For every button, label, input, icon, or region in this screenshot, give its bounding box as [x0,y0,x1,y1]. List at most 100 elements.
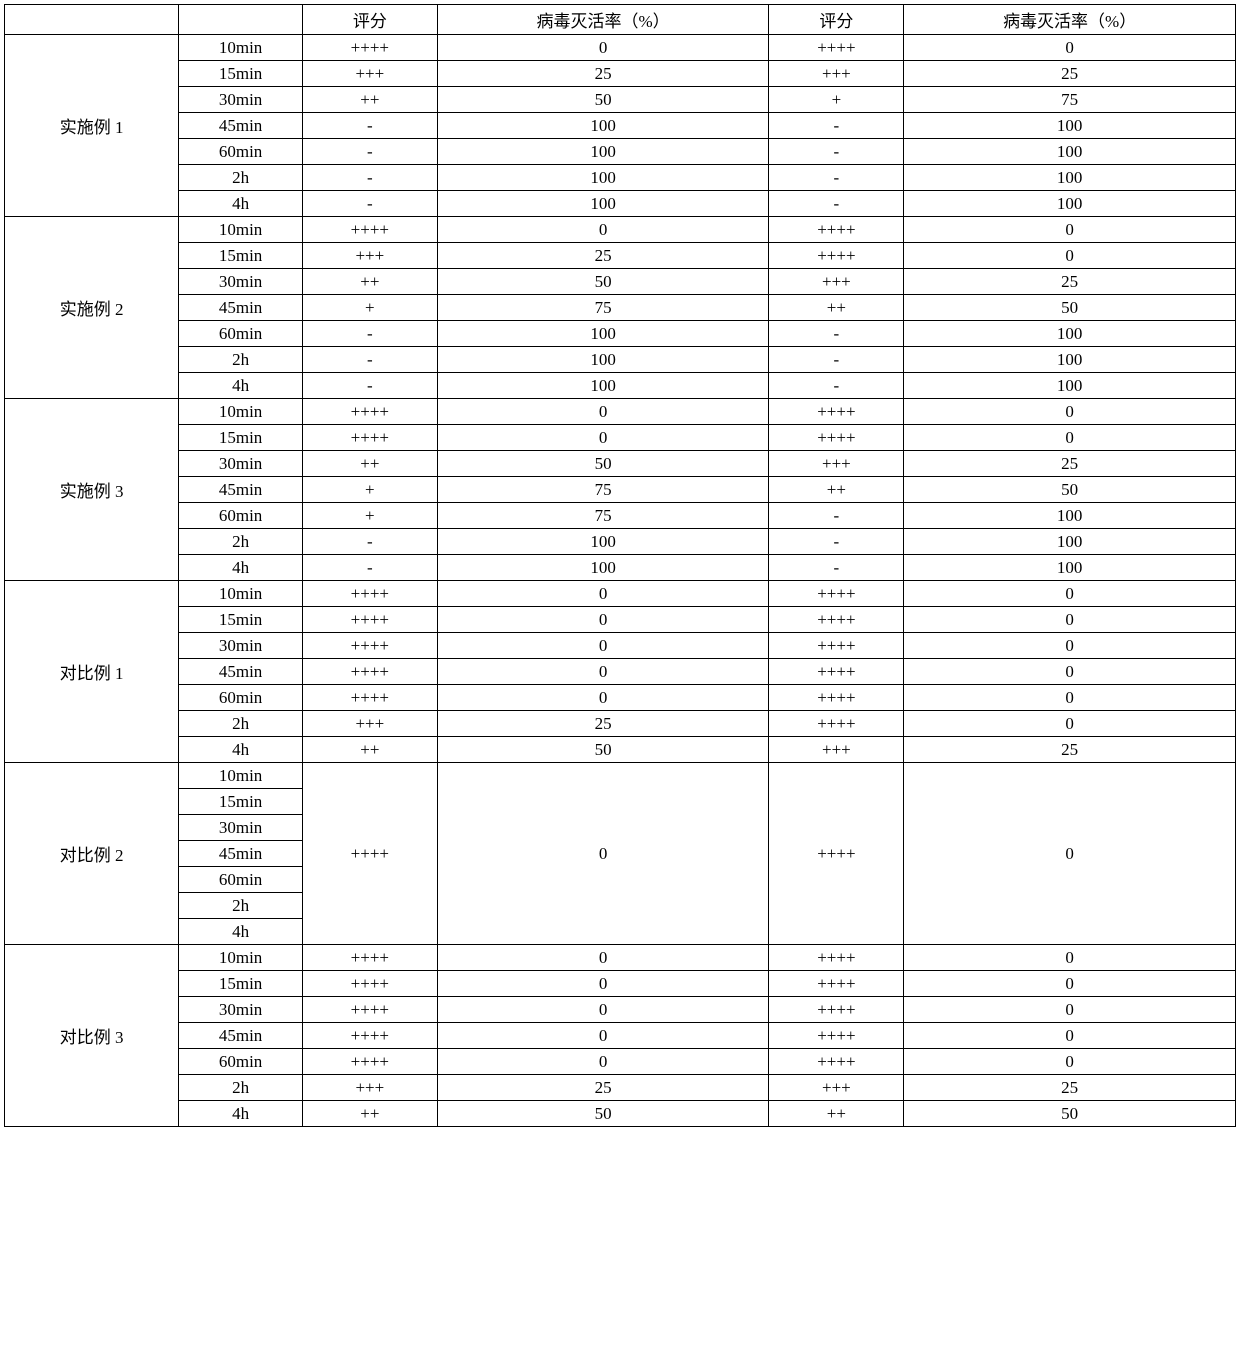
rate-cell: 0 [437,35,769,61]
rate-cell: 25 [904,737,1236,763]
rate-cell: 75 [904,87,1236,113]
rate-cell: 0 [437,581,769,607]
rate-cell: 0 [904,1023,1236,1049]
rate-cell: 100 [437,139,769,165]
score-cell: - [769,139,904,165]
table-row: 45min-100-100 [5,113,1236,139]
score-cell: ++++ [769,945,904,971]
score-cell: - [302,191,437,217]
time-cell: 15min [179,61,303,87]
time-cell: 60min [179,503,303,529]
rate-cell: 100 [904,347,1236,373]
score-cell: +++ [769,61,904,87]
time-cell: 2h [179,711,303,737]
time-cell: 60min [179,685,303,711]
score-cell: ++++ [769,971,904,997]
score-cell: ++ [769,1101,904,1127]
rate-cell: 75 [437,477,769,503]
score-cell: - [302,555,437,581]
rate-cell: 25 [437,711,769,737]
time-cell: 30min [179,269,303,295]
score-cell: ++ [302,269,437,295]
score-cell: - [302,529,437,555]
rate-cell: 100 [904,503,1236,529]
time-cell: 30min [179,997,303,1023]
rate-cell: 0 [437,685,769,711]
time-cell: 2h [179,1075,303,1101]
time-cell: 10min [179,399,303,425]
group-name: 对比例 3 [5,945,179,1127]
score-cell: ++++ [302,1023,437,1049]
rate-cell: 100 [437,113,769,139]
rate-cell: 25 [904,61,1236,87]
score-cell: ++++ [302,607,437,633]
time-cell: 4h [179,1101,303,1127]
rate-cell: 100 [437,347,769,373]
rate-cell: 100 [904,529,1236,555]
score-cell: ++++ [769,217,904,243]
score-cell: - [769,555,904,581]
time-cell: 4h [179,373,303,399]
time-cell: 15min [179,971,303,997]
score-cell: ++++ [302,217,437,243]
time-cell: 45min [179,1023,303,1049]
table-row: 4h-100-100 [5,373,1236,399]
table-row: 60min++++0++++0 [5,1049,1236,1075]
table-row: 4h++50+++25 [5,737,1236,763]
rate-cell: 100 [904,321,1236,347]
rate-cell: 50 [904,295,1236,321]
score-cell: ++++ [769,633,904,659]
score-cell: - [769,373,904,399]
score-cell: ++++ [302,581,437,607]
rate-cell: 0 [904,971,1236,997]
score-cell: ++ [302,1101,437,1127]
rate-cell: 0 [904,35,1236,61]
time-cell: 4h [179,555,303,581]
table-row: 2h-100-100 [5,529,1236,555]
rate-cell: 0 [904,711,1236,737]
score-cell: +++ [769,451,904,477]
table-row: 对比例 210min++++0++++0 [5,763,1236,789]
table-row: 2h+++25+++25 [5,1075,1236,1101]
score-cell: ++++ [769,607,904,633]
table-row: 2h-100-100 [5,347,1236,373]
score-cell: ++++ [769,399,904,425]
rate-cell: 75 [437,295,769,321]
score-cell: ++++ [769,997,904,1023]
table-row: 45min++++0++++0 [5,1023,1236,1049]
time-cell: 4h [179,919,303,945]
rate-cell: 0 [437,971,769,997]
score-cell: - [302,113,437,139]
time-cell: 45min [179,841,303,867]
rate-cell: 0 [437,1049,769,1075]
table-row: 45min+75++50 [5,295,1236,321]
time-cell: 45min [179,659,303,685]
score-cell: + [302,503,437,529]
table-row: 15min+++25++++0 [5,243,1236,269]
table-row: 45min+75++50 [5,477,1236,503]
rate-cell: 25 [904,269,1236,295]
rate-cell: 75 [437,503,769,529]
table-row: 30min++++0++++0 [5,633,1236,659]
rate-cell: 0 [904,581,1236,607]
table-row: 4h++50++50 [5,1101,1236,1127]
score-cell: - [302,321,437,347]
rate-cell: 0 [904,399,1236,425]
rate-cell: 0 [437,659,769,685]
group-name: 实施例 1 [5,35,179,217]
rate-cell: 100 [437,555,769,581]
score-cell: - [769,347,904,373]
table-row: 60min++++0++++0 [5,685,1236,711]
group-name: 对比例 1 [5,581,179,763]
score-cell: ++++ [769,35,904,61]
score-cell: +++ [302,1075,437,1101]
score-cell: ++ [769,295,904,321]
rate-cell: 0 [904,633,1236,659]
score-cell: + [769,87,904,113]
score-cell: - [769,113,904,139]
time-cell: 60min [179,321,303,347]
score-cell: - [769,529,904,555]
time-cell: 4h [179,737,303,763]
table-row: 2h+++25++++0 [5,711,1236,737]
rate-cell: 0 [904,945,1236,971]
